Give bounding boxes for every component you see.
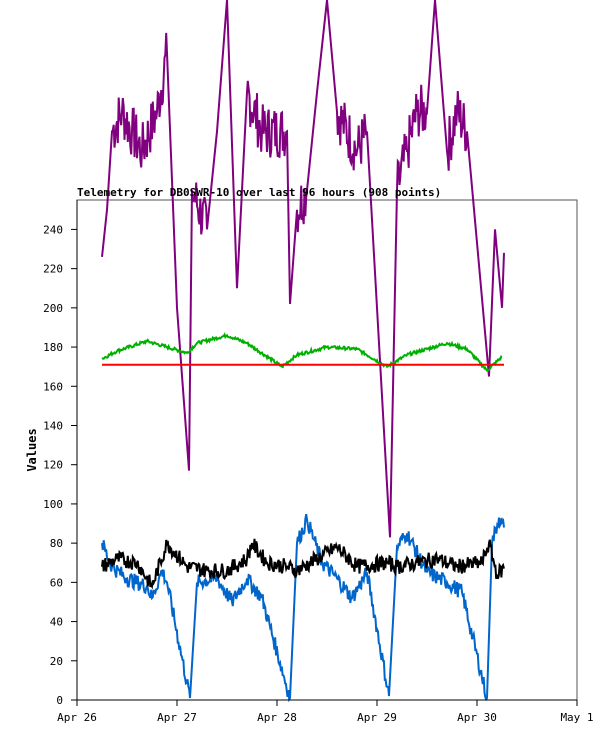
y-axis-label: Values [25,428,39,471]
y-tick-label: 0 [56,694,63,707]
x-tick-label: May 1 [560,711,593,724]
x-tick-label: Apr 27 [157,711,197,724]
y-tick-label: 120 [43,459,63,472]
series-group [101,0,505,703]
x-tick-label: Apr 29 [357,711,397,724]
y-tick-label: 80 [50,537,63,550]
axes: Apr 26 Apr 27 Apr 28 Apr 29 Apr 30 May 1 0 20 40… [43,200,594,724]
y-tick-label: 40 [50,616,63,629]
x-tick-label: Apr 26 [57,711,97,724]
chart-title: Telemetry for DB0SWR-10 over last 96 hou… [77,186,441,199]
series-line-blue [101,514,505,703]
series-line-green [101,332,503,372]
y-tick-label: 60 [50,576,63,589]
y-tick-label: 180 [43,341,63,354]
y-tick-label: 20 [50,655,63,668]
y-tick-label: 160 [43,380,63,393]
x-tick-label: Apr 28 [257,711,297,724]
series-line-black [101,538,505,590]
y-tick-label: 240 [43,223,63,236]
y-tick-label: 200 [43,302,63,315]
x-tick-label: Apr 30 [457,711,497,724]
plot-area [76,199,578,701]
y-tick-label: 100 [43,498,63,511]
y-tick-label: 140 [43,419,63,432]
series-line-purple [101,0,505,538]
y-tick-label: 220 [43,263,63,276]
